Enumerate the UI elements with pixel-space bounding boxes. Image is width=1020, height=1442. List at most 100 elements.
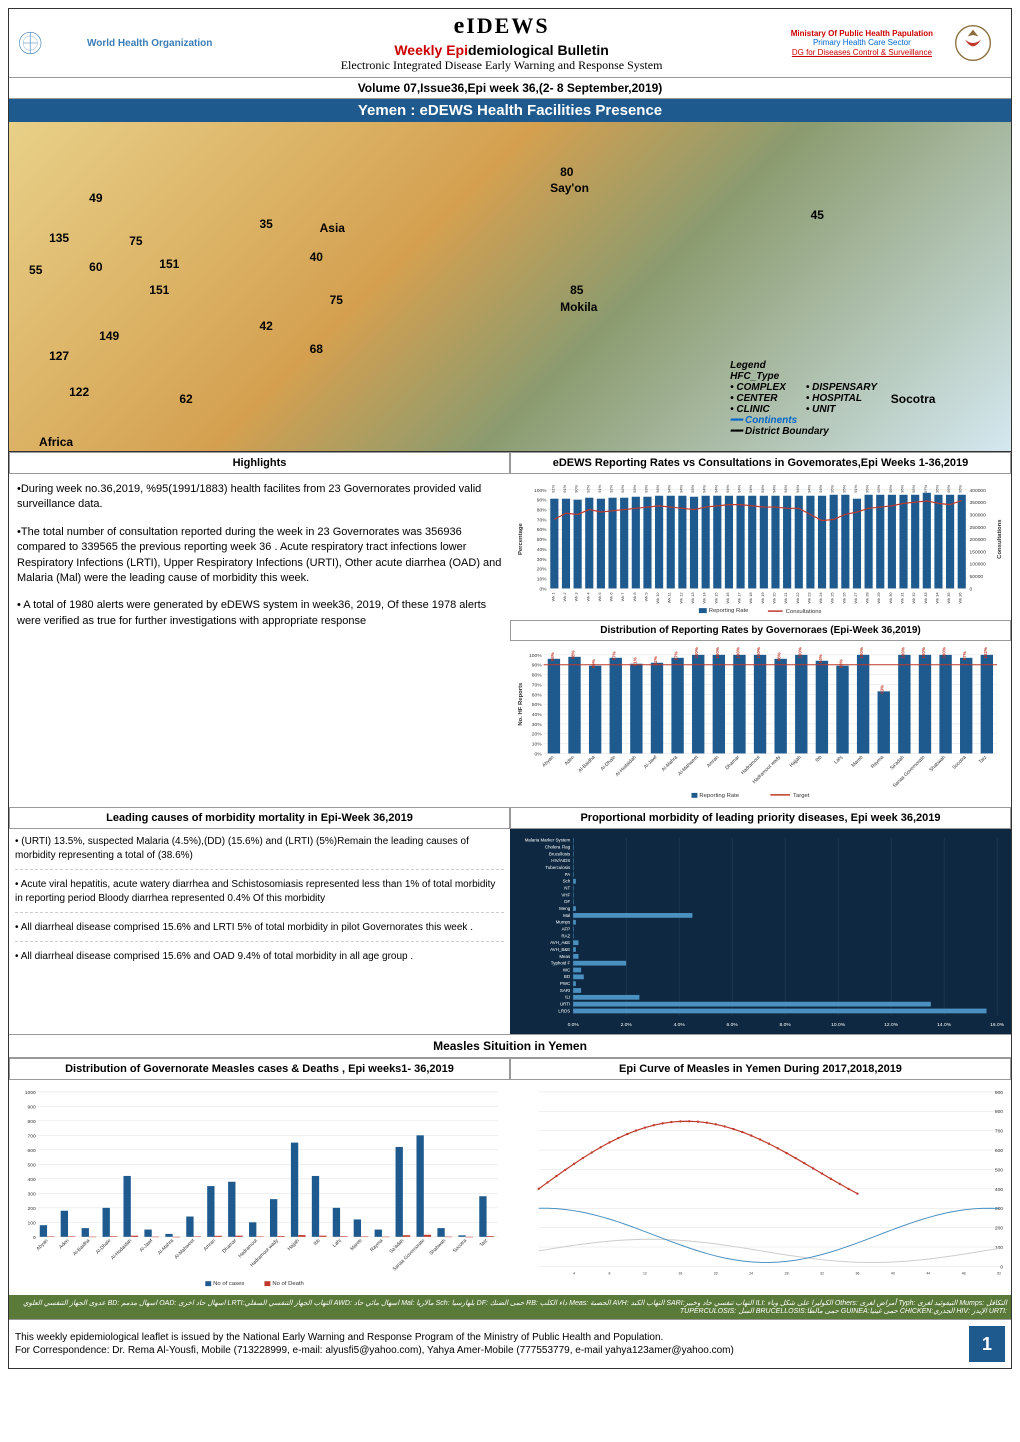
ministry-text: Ministary Of Public Health Papulation Pr… <box>791 29 933 58</box>
ministry-logo <box>943 23 1003 63</box>
svg-text:32: 32 <box>820 1271 824 1275</box>
svg-text:93%: 93% <box>632 484 637 492</box>
svg-text:Typhoid F: Typhoid F <box>551 960 571 965</box>
svg-text:Consultations: Consultations <box>997 519 1003 559</box>
svg-text:Wk 33: Wk 33 <box>923 592 928 604</box>
measles-chart1-col: Distribution of Governorate Measles case… <box>9 1058 510 1295</box>
svg-text:900: 900 <box>995 1090 1003 1096</box>
eidews-title: eIDEWS <box>222 13 780 40</box>
svg-text:Wk 10: Wk 10 <box>655 592 660 604</box>
svg-text:900: 900 <box>28 1104 36 1110</box>
svg-text:Al-Jawf: Al-Jawf <box>643 754 659 770</box>
svg-text:Wk 18: Wk 18 <box>748 592 753 604</box>
svg-text:80%: 80% <box>537 508 547 514</box>
map-legend: Legend HFC_Type • COMPLEX• DISPENSARY• C… <box>726 356 881 441</box>
svg-text:Taiz: Taiz <box>978 754 989 765</box>
svg-text:200: 200 <box>995 1226 1003 1232</box>
svg-text:10%: 10% <box>532 742 542 748</box>
measles-title: Measles Situition in Yemen <box>9 1034 1011 1058</box>
svg-text:SARI: SARI <box>560 988 570 993</box>
svg-text:94%: 94% <box>760 484 765 492</box>
row-highlights: Highlights •During week no.36,2019, %95(… <box>9 452 1011 807</box>
svg-text:Al-Mahra: Al-Mahra <box>661 754 680 773</box>
svg-text:40: 40 <box>891 1271 895 1275</box>
reporting-chart: 0%10%20%30%40%50%60%70%80%90%100%0500001… <box>510 474 1011 620</box>
svg-text:No of cases: No of cases <box>213 1281 244 1287</box>
svg-text:Wk 6: Wk 6 <box>609 592 614 602</box>
map-title: Yemen : eDEWS Health Facilities Presence <box>9 99 1011 122</box>
svg-text:91%: 91% <box>550 484 555 492</box>
svg-text:44: 44 <box>926 1271 930 1275</box>
svg-text:70%: 70% <box>532 682 542 688</box>
svg-text:150000: 150000 <box>970 549 987 555</box>
svg-text:95%: 95% <box>888 484 893 492</box>
svg-text:98%: 98% <box>571 650 576 659</box>
svg-text:Malaria Marker System: Malaria Marker System <box>525 838 571 843</box>
svg-text:20%: 20% <box>532 732 542 738</box>
svg-text:Al-Dhale: Al-Dhale <box>600 754 618 772</box>
who-logo <box>17 23 77 63</box>
svg-text:100%: 100% <box>756 647 761 658</box>
svg-text:Wk 23: Wk 23 <box>806 592 811 604</box>
highlights-body: •During week no.36,2019, %95(1991/1883) … <box>9 474 510 649</box>
svg-text:100%: 100% <box>942 647 947 658</box>
svg-text:Wk 26: Wk 26 <box>841 592 846 604</box>
svg-text:Wk 1: Wk 1 <box>550 592 555 601</box>
svg-text:No. HF Reports: No. HF Reports <box>518 682 524 726</box>
svg-text:94%: 94% <box>702 484 707 492</box>
svg-text:Wk 5: Wk 5 <box>597 592 602 602</box>
svg-text:94%: 94% <box>725 484 730 492</box>
svg-text:95%: 95% <box>900 484 905 492</box>
svg-text:HIV/AIDS: HIV/AIDS <box>551 858 570 863</box>
svg-text:400000: 400000 <box>970 488 987 494</box>
map-image: 80Say'on494535135756015140551518575Mokil… <box>9 122 1011 451</box>
svg-text:Mareb: Mareb <box>349 1238 363 1252</box>
svg-text:350000: 350000 <box>970 500 987 506</box>
svg-text:Tuberculosis: Tuberculosis <box>545 865 571 870</box>
svg-text:94%: 94% <box>818 484 823 492</box>
page: World Health Organization eIDEWS Weekly … <box>8 8 1012 1369</box>
svg-text:Aden: Aden <box>58 1238 71 1251</box>
svg-text:0%: 0% <box>539 586 547 592</box>
morbidity-p1: • (URTI) 13.5%, suspected Malaria (4.5%)… <box>15 835 504 870</box>
svg-text:20%: 20% <box>537 567 547 573</box>
svg-text:Wk 21: Wk 21 <box>783 592 788 603</box>
svg-text:100: 100 <box>28 1220 36 1226</box>
map-container: 80Say'on494535135756015140551518575Mokil… <box>9 122 1011 452</box>
svg-text:48: 48 <box>962 1271 966 1275</box>
svg-text:500: 500 <box>28 1162 36 1168</box>
svg-text:0.0%: 0.0% <box>568 1022 580 1028</box>
measles-chart1-title: Distribution of Governorate Measles case… <box>9 1058 510 1080</box>
svg-text:Al-Mahra: Al-Mahra <box>157 1238 176 1257</box>
svg-text:70%: 70% <box>537 517 547 523</box>
reporting-col: eDEWS Reporting Rates vs Consultations i… <box>510 452 1011 807</box>
svg-text:400: 400 <box>995 1187 1003 1193</box>
svg-text:6.0%: 6.0% <box>727 1022 739 1028</box>
proportional-col: Proportional morbidity of leading priori… <box>510 807 1011 1034</box>
svg-text:95%: 95% <box>934 484 939 492</box>
svg-text:Abyan: Abyan <box>541 754 555 768</box>
svg-text:96%: 96% <box>550 652 555 661</box>
svg-text:Mumps: Mumps <box>556 919 571 924</box>
svg-text:Wk 11: Wk 11 <box>667 592 672 603</box>
svg-text:Wk 30: Wk 30 <box>888 592 893 604</box>
svg-text:0: 0 <box>970 586 973 592</box>
row-measles: Distribution of Governorate Measles case… <box>9 1058 1011 1295</box>
svg-text:AFP: AFP <box>562 926 571 931</box>
svg-text:50%: 50% <box>532 702 542 708</box>
svg-text:Sa'adah: Sa'adah <box>889 754 906 771</box>
svg-text:600: 600 <box>995 1148 1003 1154</box>
highlights-col: Highlights •During week no.36,2019, %95(… <box>9 452 510 807</box>
svg-text:95%: 95% <box>958 484 963 492</box>
svg-text:700: 700 <box>995 1129 1003 1135</box>
svg-text:100%: 100% <box>715 647 720 658</box>
svg-text:800: 800 <box>995 1109 1003 1115</box>
svg-text:Wk 17: Wk 17 <box>737 592 742 603</box>
svg-text:94%: 94% <box>783 484 788 492</box>
svg-text:Meng: Meng <box>559 906 571 911</box>
svg-text:Shabwah: Shabwah <box>928 754 947 773</box>
svg-text:250000: 250000 <box>970 525 987 531</box>
morbidity-col: Leading causes of morbidity mortality in… <box>9 807 510 1034</box>
svg-text:100%: 100% <box>735 647 740 658</box>
svg-text:Amran: Amran <box>706 754 721 769</box>
